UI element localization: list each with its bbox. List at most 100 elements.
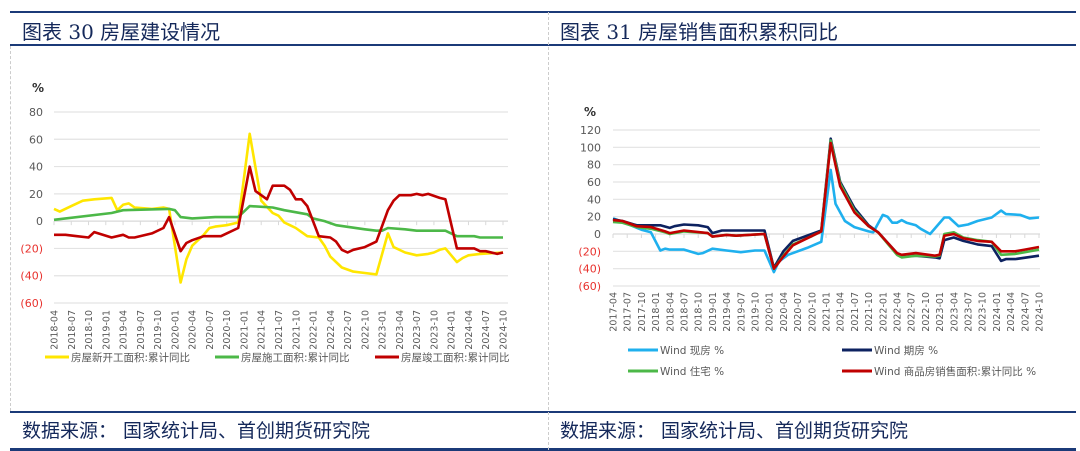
x-tick-label: 2022-10 [360, 310, 371, 350]
x-tick-label: 2018-10 [694, 292, 705, 332]
chart-30-source: 数据来源： 国家统计局、首创期货研究院 [22, 420, 371, 442]
top-rule [10, 11, 1076, 13]
x-tick-label: 2024-07 [481, 310, 492, 350]
panel-divider [548, 12, 549, 450]
x-tick-label: 2018-04 [50, 310, 61, 350]
y-tick-label: (40) [578, 263, 601, 276]
x-tick-label: 2021-10 [864, 292, 875, 332]
legend-label-2: 房屋竣工面积:累计同比 [401, 351, 510, 364]
x-tick-label: 2024-10 [499, 310, 510, 350]
x-tick-label: 2020-04 [188, 310, 199, 350]
x-tick-label: 2022-07 [907, 292, 918, 332]
x-tick-label: 2018-01 [651, 292, 662, 332]
y-tick-label: 80 [29, 106, 43, 119]
x-tick-label: 2024-01 [992, 292, 1003, 332]
x-tick-label: 2018-04 [665, 292, 676, 332]
x-tick-label: 2023-10 [429, 310, 440, 350]
x-tick-label: 2019-01 [101, 310, 112, 350]
legend-label-0: Wind 现房 % [660, 344, 724, 357]
x-tick-label: 2022-07 [343, 310, 354, 350]
series-line-0 [612, 168, 1040, 274]
x-tick-label: 2024-04 [464, 310, 475, 350]
chart-30-title: 图表 30 房屋建设情况 [22, 20, 221, 44]
x-tick-label: 2024-10 [1035, 292, 1046, 332]
bottom-rule [10, 448, 1076, 451]
x-tick-label: 2020-01 [170, 310, 181, 350]
x-tick-label: 2021-01 [822, 292, 833, 332]
legend-label-1: 房屋施工面积:累计同比 [241, 351, 350, 364]
x-tick-label: 2022-01 [878, 292, 889, 332]
x-tick-label: 2023-01 [378, 310, 389, 350]
x-tick-label: 2017-04 [609, 292, 620, 332]
x-tick-label: 2021-04 [836, 292, 847, 332]
legend-label-0: 房屋新开工面积:累计同比 [71, 351, 190, 364]
chart-31-title: 图表 31 房屋销售面积累积同比 [560, 20, 839, 44]
x-tick-label: 2019-01 [708, 292, 719, 332]
y-tick-label: 120 [580, 124, 601, 137]
y-axis-unit: % [584, 105, 596, 119]
x-tick-label: 2023-10 [978, 292, 989, 332]
y-tick-label: 60 [29, 133, 43, 146]
x-tick-label: 2024-07 [1020, 292, 1031, 332]
x-tick-label: 2021-10 [291, 310, 302, 350]
x-tick-label: 2023-07 [964, 292, 975, 332]
y-tick-label: 80 [587, 159, 601, 172]
x-tick-label: 2022-10 [921, 292, 932, 332]
x-tick-label: 2017-07 [623, 292, 634, 332]
x-tick-label: 2019-10 [751, 292, 762, 332]
y-tick-label: (60) [578, 280, 601, 293]
x-tick-label: 2022-04 [893, 292, 904, 332]
x-tick-label: 2018-10 [84, 310, 95, 350]
series-line-3 [612, 141, 1040, 271]
y-tick-label: (20) [20, 242, 43, 255]
x-tick-label: 2017-10 [637, 292, 648, 332]
title-rule [10, 44, 1076, 46]
y-tick-label: (40) [20, 270, 43, 283]
x-tick-label: 2023-04 [949, 292, 960, 332]
y-tick-label: 20 [587, 211, 601, 224]
x-tick-label: 2021-01 [239, 310, 250, 350]
y-tick-label: 0 [36, 215, 43, 228]
series-line-0 [53, 132, 504, 284]
x-tick-label: 2023-01 [935, 292, 946, 332]
left-border [10, 46, 11, 411]
y-axis-unit: % [32, 81, 44, 95]
y-tick-label: 60 [587, 176, 601, 189]
y-tick-label: 0 [594, 228, 601, 241]
y-tick-label: 20 [29, 188, 43, 201]
legend-label-2: Wind 住宅 % [660, 365, 724, 378]
x-tick-label: 2019-07 [136, 310, 147, 350]
x-tick-label: 2019-10 [153, 310, 164, 350]
x-tick-label: 2023-07 [412, 310, 423, 350]
x-tick-label: 2024-04 [1006, 292, 1017, 332]
y-tick-label: (60) [20, 297, 43, 310]
x-tick-label: 2020-10 [807, 292, 818, 332]
y-tick-label: 40 [587, 193, 601, 206]
x-tick-label: 2019-04 [722, 292, 733, 332]
x-tick-label: 2020-01 [765, 292, 776, 332]
x-tick-label: 2022-01 [309, 310, 320, 350]
x-tick-label: 2019-04 [119, 310, 130, 350]
x-tick-label: 2022-04 [326, 310, 337, 350]
footer-rule [10, 411, 1076, 413]
x-tick-label: 2023-04 [395, 310, 406, 350]
x-tick-label: 2020-04 [779, 292, 790, 332]
x-tick-label: 2019-07 [736, 292, 747, 332]
chart-31-source: 数据来源： 国家统计局、首创期货研究院 [560, 420, 909, 442]
x-tick-label: 2021-07 [850, 292, 861, 332]
legend-label-3: Wind 商品房销售面积:累计同比 % [874, 365, 1036, 378]
legend-label-1: Wind 期房 % [874, 344, 938, 357]
x-tick-label: 2018-07 [67, 310, 78, 350]
x-tick-label: 2020-07 [793, 292, 804, 332]
y-tick-label: 40 [29, 161, 43, 174]
x-tick-label: 2018-07 [680, 292, 691, 332]
x-tick-label: 2024-01 [447, 310, 458, 350]
y-tick-label: (20) [578, 245, 601, 258]
x-tick-label: 2021-04 [257, 310, 268, 350]
x-tick-label: 2020-07 [205, 310, 216, 350]
series-line-2 [54, 165, 504, 256]
x-tick-label: 2021-07 [274, 310, 285, 350]
x-tick-label: 2020-10 [222, 310, 233, 350]
y-tick-label: 100 [580, 141, 601, 154]
